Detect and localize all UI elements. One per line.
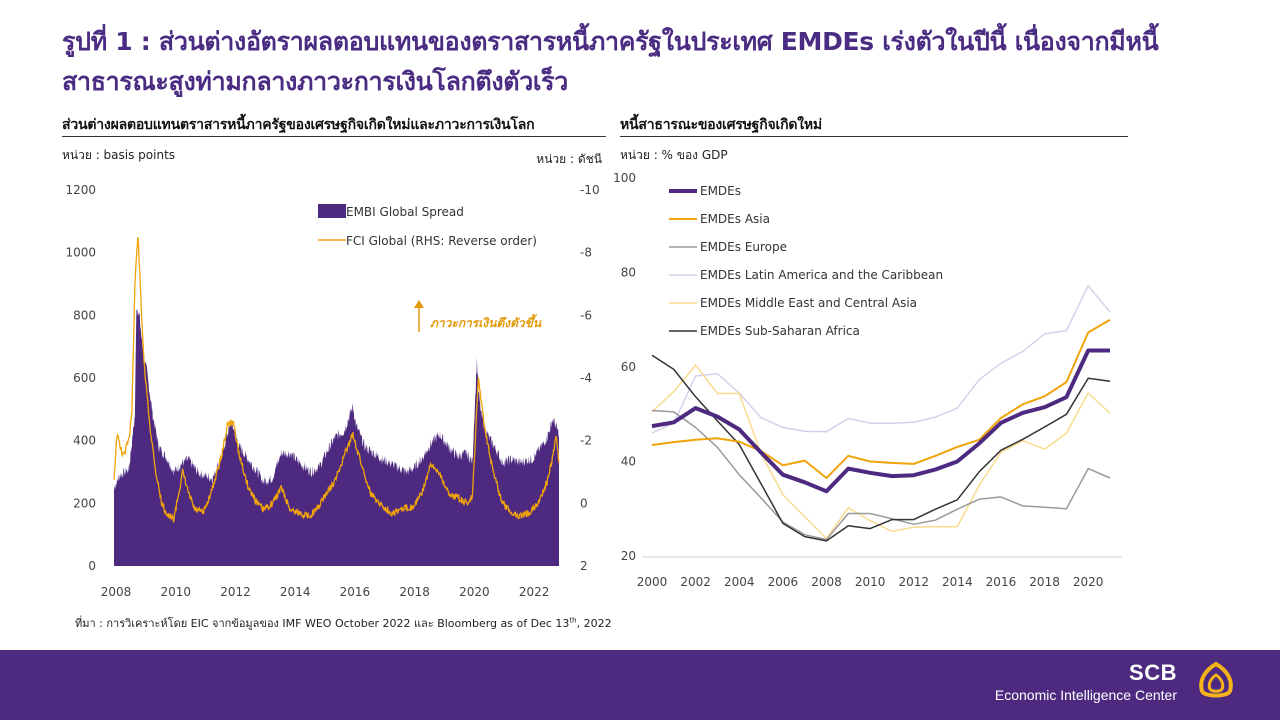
- right-chart-rule: [620, 136, 1128, 137]
- right-chart-unit: หน่วย : % ของ GDP: [620, 148, 728, 162]
- left-y-tick: 0: [88, 559, 96, 573]
- right-chart-x-tick: 2016: [986, 575, 1017, 589]
- left-y-tick: 400: [73, 434, 96, 448]
- legend-label: EMDEs Middle East and Central Asia: [700, 296, 917, 310]
- brand-tagline: Economic Intelligence Center: [994, 687, 1177, 703]
- legend-label: EMDEs Sub-Saharan Africa: [700, 324, 860, 338]
- right-chart-x-tick: 2018: [1029, 575, 1060, 589]
- right-y-tick: 0: [580, 496, 588, 510]
- right-chart-x-tick: 2006: [768, 575, 799, 589]
- left-chart-unit-right: หน่วย : ดัชนี: [536, 152, 602, 166]
- tightening-annotation: ภาวะการเงินตึงตัวขึ้น: [414, 300, 542, 332]
- left-legend: EMBI Global Spread FCI Global (RHS: Reve…: [318, 204, 537, 248]
- right-y-tick: -8: [580, 246, 592, 260]
- embi-spread-area: [114, 309, 559, 566]
- series-line-1: [651, 318, 1111, 479]
- annotation-label: ภาวะการเงินตึงตัวขึ้น: [430, 314, 542, 330]
- brand-name: SCB: [1129, 660, 1177, 685]
- right-chart-x-tick: 2020: [1073, 575, 1104, 589]
- right-chart-x-tick: 2004: [724, 575, 755, 589]
- series-line-3: [651, 284, 1111, 434]
- right-y-tick: 2: [580, 559, 588, 573]
- series-line-2: [651, 409, 1111, 541]
- left-x-tick: 2022: [519, 585, 550, 599]
- scb-logo-icon: [1199, 661, 1233, 698]
- right-chart-y-tick: 60: [621, 360, 636, 374]
- left-x-tick: 2020: [459, 585, 490, 599]
- fci-global-line: [113, 237, 560, 523]
- source-text-suffix: , 2022: [576, 617, 612, 630]
- right-chart-x-tick: 2002: [680, 575, 711, 589]
- legend-swatch-embi: [318, 204, 346, 218]
- public-debt-chart: 20 40 60 80 100 2000 2002 2004 2006 2008 2010 2012…: [613, 171, 1122, 589]
- series-line-0: [651, 348, 1110, 494]
- right-chart-y-tick: 20: [621, 549, 636, 563]
- left-x-tick: 2014: [280, 585, 311, 599]
- right-y-tick: -4: [580, 371, 592, 385]
- left-x-tick: 2016: [340, 585, 371, 599]
- right-chart-subtitle: หนี้สาธารณะของเศรษฐกิจเกิดใหม่: [620, 117, 822, 133]
- left-y-tick: 200: [73, 496, 96, 510]
- legend-label: EMDEs Asia: [700, 212, 770, 226]
- legend-label: EMDEs Latin America and the Caribbean: [700, 268, 943, 282]
- left-x-tick: 2010: [160, 585, 191, 599]
- left-chart-unit-left: หน่วย : basis points: [62, 148, 176, 162]
- legend-label-fci: FCI Global (RHS: Reverse order): [346, 234, 537, 248]
- left-x-tick: 2018: [399, 585, 430, 599]
- right-y-tick: -6: [580, 308, 592, 322]
- legend-label-embi: EMBI Global Spread: [346, 205, 464, 219]
- source-text: ที่มา : การวิเคราะห์โดย EIC จากข้อมูลของ…: [75, 617, 570, 630]
- right-chart-y-tick: 40: [621, 455, 636, 469]
- legend-label: EMDEs: [700, 184, 741, 198]
- right-chart-x-tick: 2000: [637, 575, 668, 589]
- right-chart-x-tick: 2014: [942, 575, 973, 589]
- left-x-tick: 2008: [101, 585, 132, 599]
- page-title: รูปที่ 1 : ส่วนต่างอัตราผลตอบแทนของตราสา…: [62, 27, 1159, 96]
- right-y-tick: -2: [580, 434, 592, 448]
- footer-bar: [0, 650, 1280, 720]
- left-y-tick: 800: [73, 308, 96, 322]
- left-chart-rule: [62, 136, 606, 137]
- right-y-tick: -10: [580, 183, 600, 197]
- left-y-tick: 1000: [65, 246, 96, 260]
- right-chart-x-tick: 2010: [855, 575, 886, 589]
- left-chart-subtitle: ส่วนต่างผลตอบแทนตราสารหนี้ภาครัฐของเศรษฐ…: [62, 117, 535, 133]
- annotation-arrowhead-icon: [414, 300, 424, 308]
- source-note: ที่มา : การวิเคราะห์โดย EIC จากข้อมูลของ…: [75, 614, 612, 632]
- left-y-tick: 600: [73, 371, 96, 385]
- series-line-5: [651, 354, 1111, 542]
- right-chart-x-tick: 2012: [898, 575, 929, 589]
- spread-and-fci-chart: 0 200 400 600 800 1000 1200 2 0 -2 -4 -6 -8 -10 2008…: [65, 183, 600, 599]
- source-superscript: th: [569, 616, 577, 625]
- legend-label: EMDEs Europe: [700, 240, 787, 254]
- right-chart-x-tick: 2008: [811, 575, 842, 589]
- left-x-tick: 2012: [220, 585, 251, 599]
- right-chart-y-tick: 100: [613, 171, 636, 185]
- series-line-4: [651, 364, 1111, 540]
- left-y-tick: 1200: [65, 183, 96, 197]
- right-chart-y-tick: 80: [621, 266, 636, 280]
